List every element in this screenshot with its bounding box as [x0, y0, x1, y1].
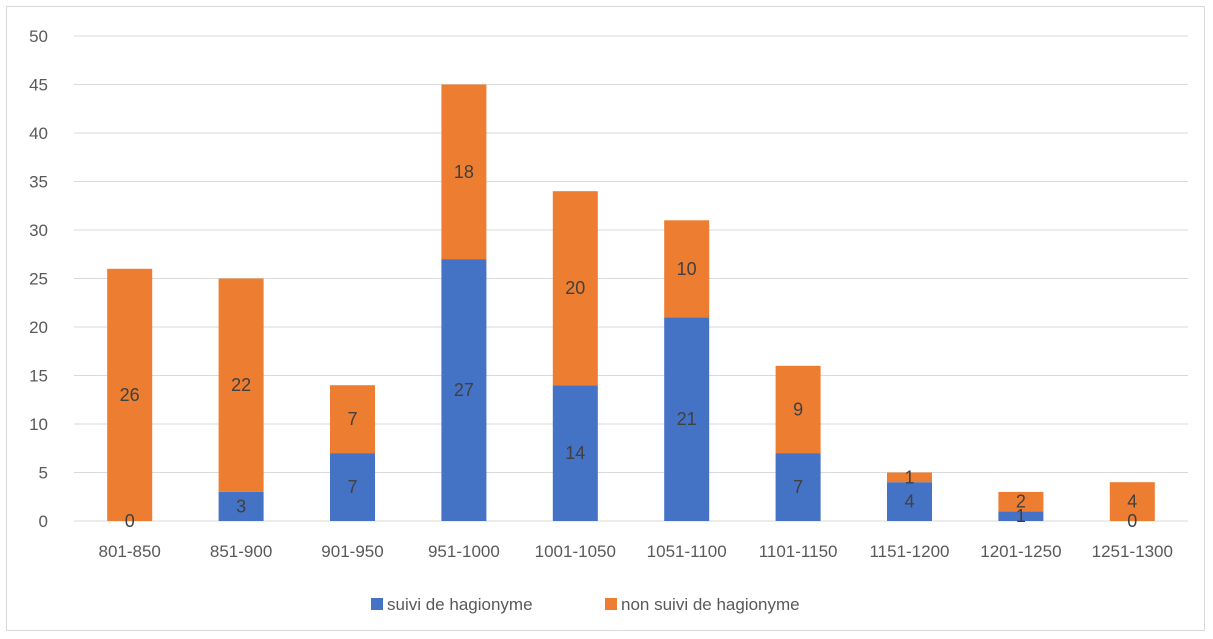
y-tick-label: 20 [29, 318, 48, 337]
data-label: 27 [454, 380, 474, 400]
bar-segment [330, 453, 375, 521]
data-label: 7 [347, 409, 357, 429]
y-tick-label: 45 [29, 76, 48, 95]
y-tick-label: 30 [29, 221, 48, 240]
data-label: 14 [565, 443, 585, 463]
bar-segment [775, 365, 821, 454]
x-tick-label: 1251-1300 [1092, 542, 1173, 561]
y-tick-label: 15 [29, 367, 48, 386]
data-label: 7 [347, 477, 357, 497]
data-label: 18 [454, 162, 474, 182]
data-label: 0 [125, 511, 135, 531]
data-label: 1 [1016, 506, 1026, 526]
data-label: 21 [677, 409, 697, 429]
data-label: 22 [231, 375, 251, 395]
bar-segment [664, 220, 710, 318]
x-tick-label: 901-950 [321, 542, 383, 561]
bar-segment [887, 482, 932, 521]
bars [107, 84, 1155, 521]
y-tick-label: 50 [29, 27, 48, 46]
x-tick-label: 851-900 [210, 542, 272, 561]
x-tick-label: 1001-1050 [535, 542, 616, 561]
data-label: 7 [793, 477, 803, 497]
x-tick-label: 1101-1150 [759, 542, 838, 561]
bar-segment [998, 511, 1044, 521]
data-label: 0 [1127, 511, 1137, 531]
y-tick-label: 25 [29, 270, 48, 289]
bar-segment [552, 191, 598, 386]
legend-swatch [371, 598, 383, 610]
data-label: 4 [1127, 492, 1137, 512]
x-tick-label: 951-1000 [428, 542, 500, 561]
y-axis-ticks: 0 5 10 15 20 25 30 35 40 45 50 [29, 27, 48, 531]
bar-segment [441, 259, 487, 521]
bar-segment [552, 385, 598, 521]
y-tick-label: 5 [39, 464, 48, 483]
chart-frame [6, 6, 1205, 631]
bar-segment [441, 84, 487, 260]
data-label: 3 [236, 496, 246, 516]
legend-swatch [605, 598, 617, 610]
x-tick-label: 1201-1250 [980, 542, 1061, 561]
bar-segment [1109, 482, 1155, 521]
legend-label: non suivi de hagionyme [621, 595, 800, 614]
bar-segment [218, 278, 264, 492]
data-label: 9 [793, 399, 803, 419]
bar-segment [887, 472, 932, 483]
y-tick-label: 0 [39, 512, 48, 531]
data-label: 2 [1016, 492, 1026, 512]
data-label: 4 [904, 492, 914, 512]
bar-segment [330, 385, 375, 454]
data-label: 10 [677, 259, 697, 279]
x-axis-ticks: 801-850 851-900 901-950 951-1000 1001-1050 10… [99, 542, 1173, 561]
data-label: 26 [120, 385, 140, 405]
y-tick-label: 10 [29, 415, 48, 434]
legend: suivi de hagionyme non suivi de hagionyme [371, 595, 800, 614]
y-tick-label: 40 [29, 124, 48, 143]
y-tick-label: 35 [29, 173, 48, 192]
bar-segment [218, 491, 264, 521]
bar-segment [107, 268, 153, 521]
x-tick-label: 1051-1100 [647, 542, 727, 561]
data-label: 1 [904, 467, 914, 487]
bar-segment [664, 317, 710, 521]
legend-label: suivi de hagionyme [387, 595, 533, 614]
data-label: 20 [565, 278, 585, 298]
x-tick-label: 801-850 [99, 542, 161, 561]
bar-segment [775, 453, 821, 521]
x-tick-label: 1151-1200 [869, 542, 949, 561]
bar-segment [998, 491, 1044, 512]
